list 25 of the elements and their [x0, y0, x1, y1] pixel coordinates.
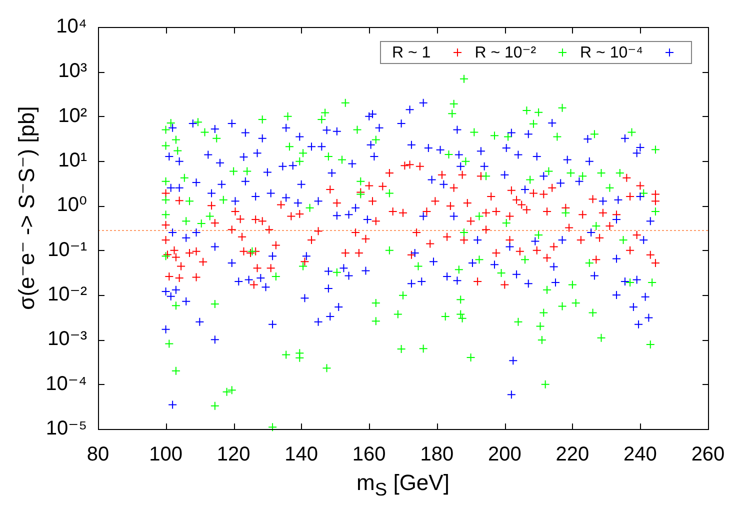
x-tick-label: 240 — [624, 444, 657, 466]
x-tick-label: 260 — [691, 444, 725, 466]
legend-label: R ~ 1 — [392, 44, 431, 62]
x-axis-title: m$_{S}$ [GeV] — [356, 470, 450, 502]
x-tick-label: 160 — [352, 444, 386, 466]
y-tick-label: 10⁻⁴ — [46, 372, 87, 395]
y-tick-label: 10⁻¹ — [48, 238, 88, 261]
x-tick-label: 80 — [86, 444, 110, 466]
x-tick-label: 120 — [216, 444, 250, 466]
x-tick-label: 200 — [488, 444, 522, 466]
y-tick-label: 10⁰ — [56, 194, 87, 216]
y-tick-label: 10² — [58, 104, 88, 127]
x-tick-label: 180 — [420, 444, 454, 466]
x-tick-label: 140 — [284, 444, 318, 466]
y-tick-label: 10¹ — [58, 150, 88, 172]
x-tick-label: 220 — [556, 444, 590, 466]
y-tick-label: 10³ — [58, 60, 88, 82]
legend-label: R ~ 10⁻² — [474, 44, 537, 62]
y-tick-label: 10⁻⁵ — [46, 418, 87, 440]
y-tick-label: 10⁻² — [48, 284, 88, 306]
x-tick-label: 100 — [149, 444, 182, 466]
y-tick-label: 10⁴ — [56, 16, 87, 38]
y-axis-title: σ(e⁻e⁻ -> S⁻S⁻) [pb] — [14, 106, 40, 310]
legend-label: R ~ 10⁻⁴ — [580, 44, 644, 62]
y-tick-label: 10⁻³ — [48, 328, 88, 350]
